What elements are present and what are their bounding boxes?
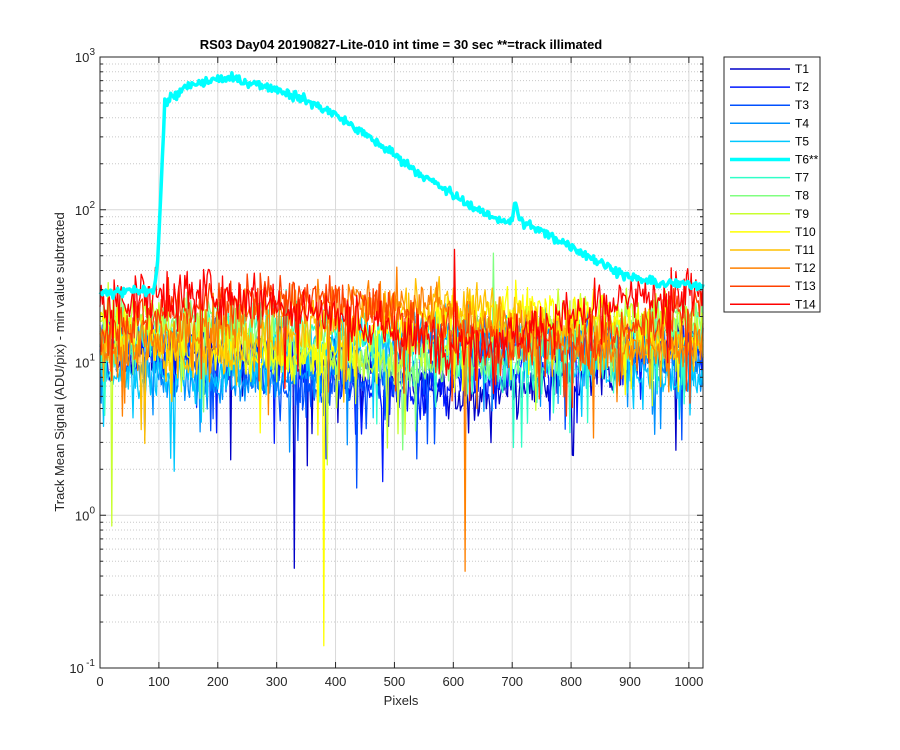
x-tick-label: 100	[148, 674, 170, 689]
legend-label-t13: T13	[795, 279, 816, 293]
x-tick-label: 400	[325, 674, 347, 689]
y-tick-exponent: 1	[89, 353, 95, 364]
x-tick-label: 300	[266, 674, 288, 689]
legend-label-t11: T11	[795, 243, 815, 257]
legend-label-t12: T12	[795, 261, 816, 275]
y-tick-base: 10	[75, 508, 89, 523]
x-tick-label: 200	[207, 674, 229, 689]
y-tick-label: -110	[69, 658, 95, 676]
y-tick-base: 10	[75, 203, 89, 218]
legend-label-t9: T9	[795, 207, 809, 221]
legend-box	[723, 56, 821, 313]
x-axis-label: Pixels	[384, 693, 419, 708]
x-tick-label: 0	[96, 674, 103, 689]
y-tick-exponent: 2	[89, 200, 95, 211]
y-tick-label: 110	[75, 353, 96, 371]
legend-label-t10: T10	[795, 225, 816, 239]
y-tick-exponent: -1	[86, 658, 95, 669]
axis-ticks	[99, 56, 703, 669]
x-tick-label: 700	[501, 674, 523, 689]
chart-title: RS03 Day04 20190827-Lite-010 int time = …	[200, 37, 603, 52]
y-tick-label: 310	[75, 47, 96, 65]
legend-label-t6: T6**	[795, 153, 819, 167]
x-tick-label: 900	[619, 674, 641, 689]
y-tick-base: 10	[75, 50, 89, 65]
x-tick-label: 600	[442, 674, 464, 689]
series-line-t6	[98, 71, 705, 300]
y-tick-label: 210	[75, 200, 96, 218]
legend-label-t8: T8	[795, 189, 809, 203]
legend-label-t3: T3	[795, 98, 809, 112]
legend-label-t4: T4	[795, 116, 809, 130]
y-tick-base: 10	[69, 661, 83, 676]
x-tick-labels: 0 100 200 300 400 500 600 700 800 900 1000	[96, 674, 703, 689]
y-axis-label: Track Mean Signal (ADU/pix) - min value …	[52, 212, 67, 511]
series-line-t14	[99, 248, 704, 395]
legend-label-t1: T1	[795, 62, 809, 76]
legend-label-t7: T7	[795, 171, 809, 185]
legend-label-t5: T5	[795, 134, 809, 148]
legend-label-t14: T14	[795, 297, 816, 311]
legend-label-t2: T2	[795, 80, 809, 94]
y-tick-label: 010	[75, 505, 96, 523]
legend: T1 T2 T3 T4 T5 T6** T7 T8 T9 T10 T11 T12 T13 T14	[723, 56, 821, 313]
y-tick-base: 10	[75, 356, 89, 371]
series-layer	[98, 71, 705, 647]
y-tick-exponent: 0	[89, 505, 95, 516]
x-tick-label: 800	[560, 674, 582, 689]
y-tick-exponent: 3	[89, 47, 95, 58]
x-tick-label: 500	[384, 674, 406, 689]
x-tick-label: 1000	[674, 674, 703, 689]
